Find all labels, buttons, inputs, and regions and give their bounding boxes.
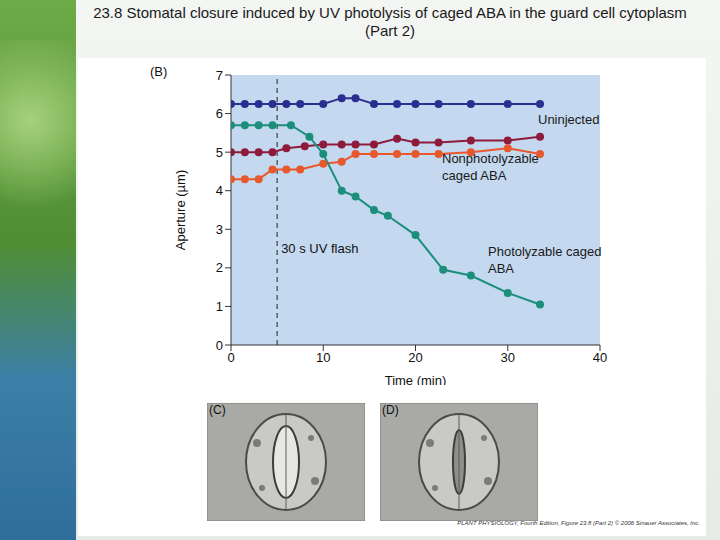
html-text:PLANT PHYSIOLOGY, Fourth Editi: PLANT PHYSIOLOGY, Fourth Edition, Figure… xyxy=(457,520,700,526)
svg-text:30: 30 xyxy=(501,350,515,365)
svg-text:4: 4 xyxy=(216,183,223,198)
html-text:Photolyzable caged ABA: Photolyzable caged ABA xyxy=(488,244,602,276)
html-text:23.8 Stomatal closure induced: 23.8 Stomatal closure induced by UV phot… xyxy=(93,4,687,39)
svg-text:0: 0 xyxy=(227,350,234,365)
svg-text:Time (min): Time (min) xyxy=(385,373,447,385)
svg-text:5: 5 xyxy=(216,145,223,160)
svg-text:40: 40 xyxy=(593,350,607,365)
svg-text:1: 1 xyxy=(216,299,223,314)
svg-text:2: 2 xyxy=(216,260,223,275)
svg-text:7: 7 xyxy=(216,68,223,83)
svg-text:10: 10 xyxy=(316,350,330,365)
svg-text:0: 0 xyxy=(216,338,223,353)
svg-text:3: 3 xyxy=(216,222,223,237)
svg-text:20: 20 xyxy=(408,350,422,365)
html-text:(C): (C) xyxy=(209,403,226,417)
svg-text:6: 6 xyxy=(216,106,223,121)
html-text:Nonphotolyzable caged ABA: Nonphotolyzable caged ABA xyxy=(442,151,539,183)
html-text:(B): (B) xyxy=(150,64,168,79)
svg-text:30 s UV flash: 30 s UV flash xyxy=(281,241,358,256)
html-text:Uninjected: Uninjected xyxy=(538,112,600,127)
svg-text:Aperture (µm): Aperture (µm) xyxy=(173,170,188,250)
html-text:(D): (D) xyxy=(382,403,399,417)
